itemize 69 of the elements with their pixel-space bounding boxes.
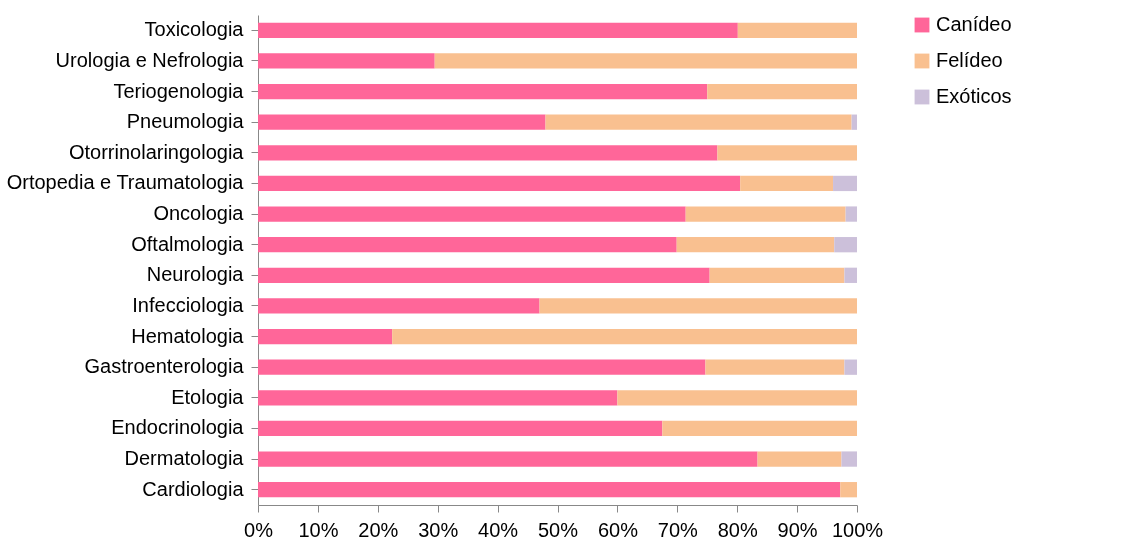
- y-tick-label: Infecciologia: [132, 293, 245, 316]
- bar: [258, 328, 393, 345]
- y-tick-label: Cardiologia: [142, 477, 245, 500]
- y-tick-label: Dermatologia: [124, 447, 245, 470]
- bar: [258, 267, 710, 283]
- y-tick-label: Ortopedia e Traumatologia: [6, 171, 245, 194]
- bar: [662, 420, 857, 437]
- y-tick-label: Etologia: [171, 385, 245, 408]
- bar: [676, 237, 835, 253]
- y-tick-label: Toxicologia: [144, 18, 245, 41]
- y-tick-label: Oftalmologia: [131, 232, 245, 255]
- y-tick-label: Endocrinologia: [111, 416, 245, 439]
- y-tick-label: Oncologia: [153, 202, 245, 225]
- bar: [258, 53, 435, 69]
- bar: [545, 114, 852, 130]
- x-tick-label: 70%: [657, 518, 699, 541]
- bar: [844, 267, 857, 283]
- y-tick-label: Teriogenologia: [113, 79, 245, 102]
- bar: [833, 175, 857, 192]
- bar: [685, 206, 846, 222]
- x-tick-label: 90%: [777, 518, 818, 541]
- bar: [258, 237, 677, 253]
- bar: [258, 482, 841, 498]
- bar: [845, 206, 857, 222]
- bar: [258, 359, 706, 375]
- bar: [737, 22, 857, 38]
- bar: [434, 53, 857, 69]
- bar: [844, 359, 857, 375]
- bar: [840, 482, 857, 498]
- x-tick-label: 10%: [298, 518, 339, 541]
- y-tick-label: Hematologia: [131, 324, 245, 347]
- legend-label: Felídeo: [936, 49, 1003, 71]
- bar: [851, 114, 857, 130]
- bar: [258, 145, 718, 161]
- y-tick-label: Urologia e Nefrologia: [55, 48, 245, 71]
- bar: [709, 267, 845, 283]
- x-tick-label: 40%: [478, 518, 519, 541]
- bar: [757, 451, 842, 467]
- legend-label: Exóticos: [936, 85, 1012, 107]
- x-tick-label: 30%: [418, 518, 459, 541]
- bar: [258, 420, 663, 437]
- bar: [705, 359, 845, 375]
- bar: [717, 145, 857, 161]
- bar: [841, 451, 857, 467]
- bar: [539, 298, 857, 314]
- x-tick-label: 20%: [358, 518, 399, 541]
- bar: [258, 83, 708, 100]
- y-tick-label: Neurologia: [146, 263, 245, 286]
- x-tick-label: 0%: [244, 518, 274, 541]
- x-tick-label: 80%: [717, 518, 758, 541]
- bar: [258, 206, 686, 222]
- bar: [740, 175, 834, 192]
- bar: [834, 237, 857, 253]
- bar: [258, 451, 758, 467]
- x-tick-label: 60%: [597, 518, 639, 541]
- bar: [258, 114, 546, 130]
- y-tick-label: Otorrinolaringologia: [68, 140, 245, 163]
- bar: [707, 83, 857, 100]
- y-tick-label: Pneumologia: [126, 110, 245, 133]
- bar: [617, 390, 857, 406]
- bar: [258, 298, 540, 314]
- y-tick-label: Gastroenterologia: [84, 355, 245, 378]
- bar: [258, 390, 618, 406]
- bar: [258, 175, 741, 192]
- legend-label: Canídeo: [936, 13, 1012, 35]
- x-tick-label: 100%: [831, 518, 884, 541]
- x-tick-label: 50%: [537, 518, 579, 541]
- bar: [392, 328, 857, 345]
- bar: [258, 22, 738, 38]
